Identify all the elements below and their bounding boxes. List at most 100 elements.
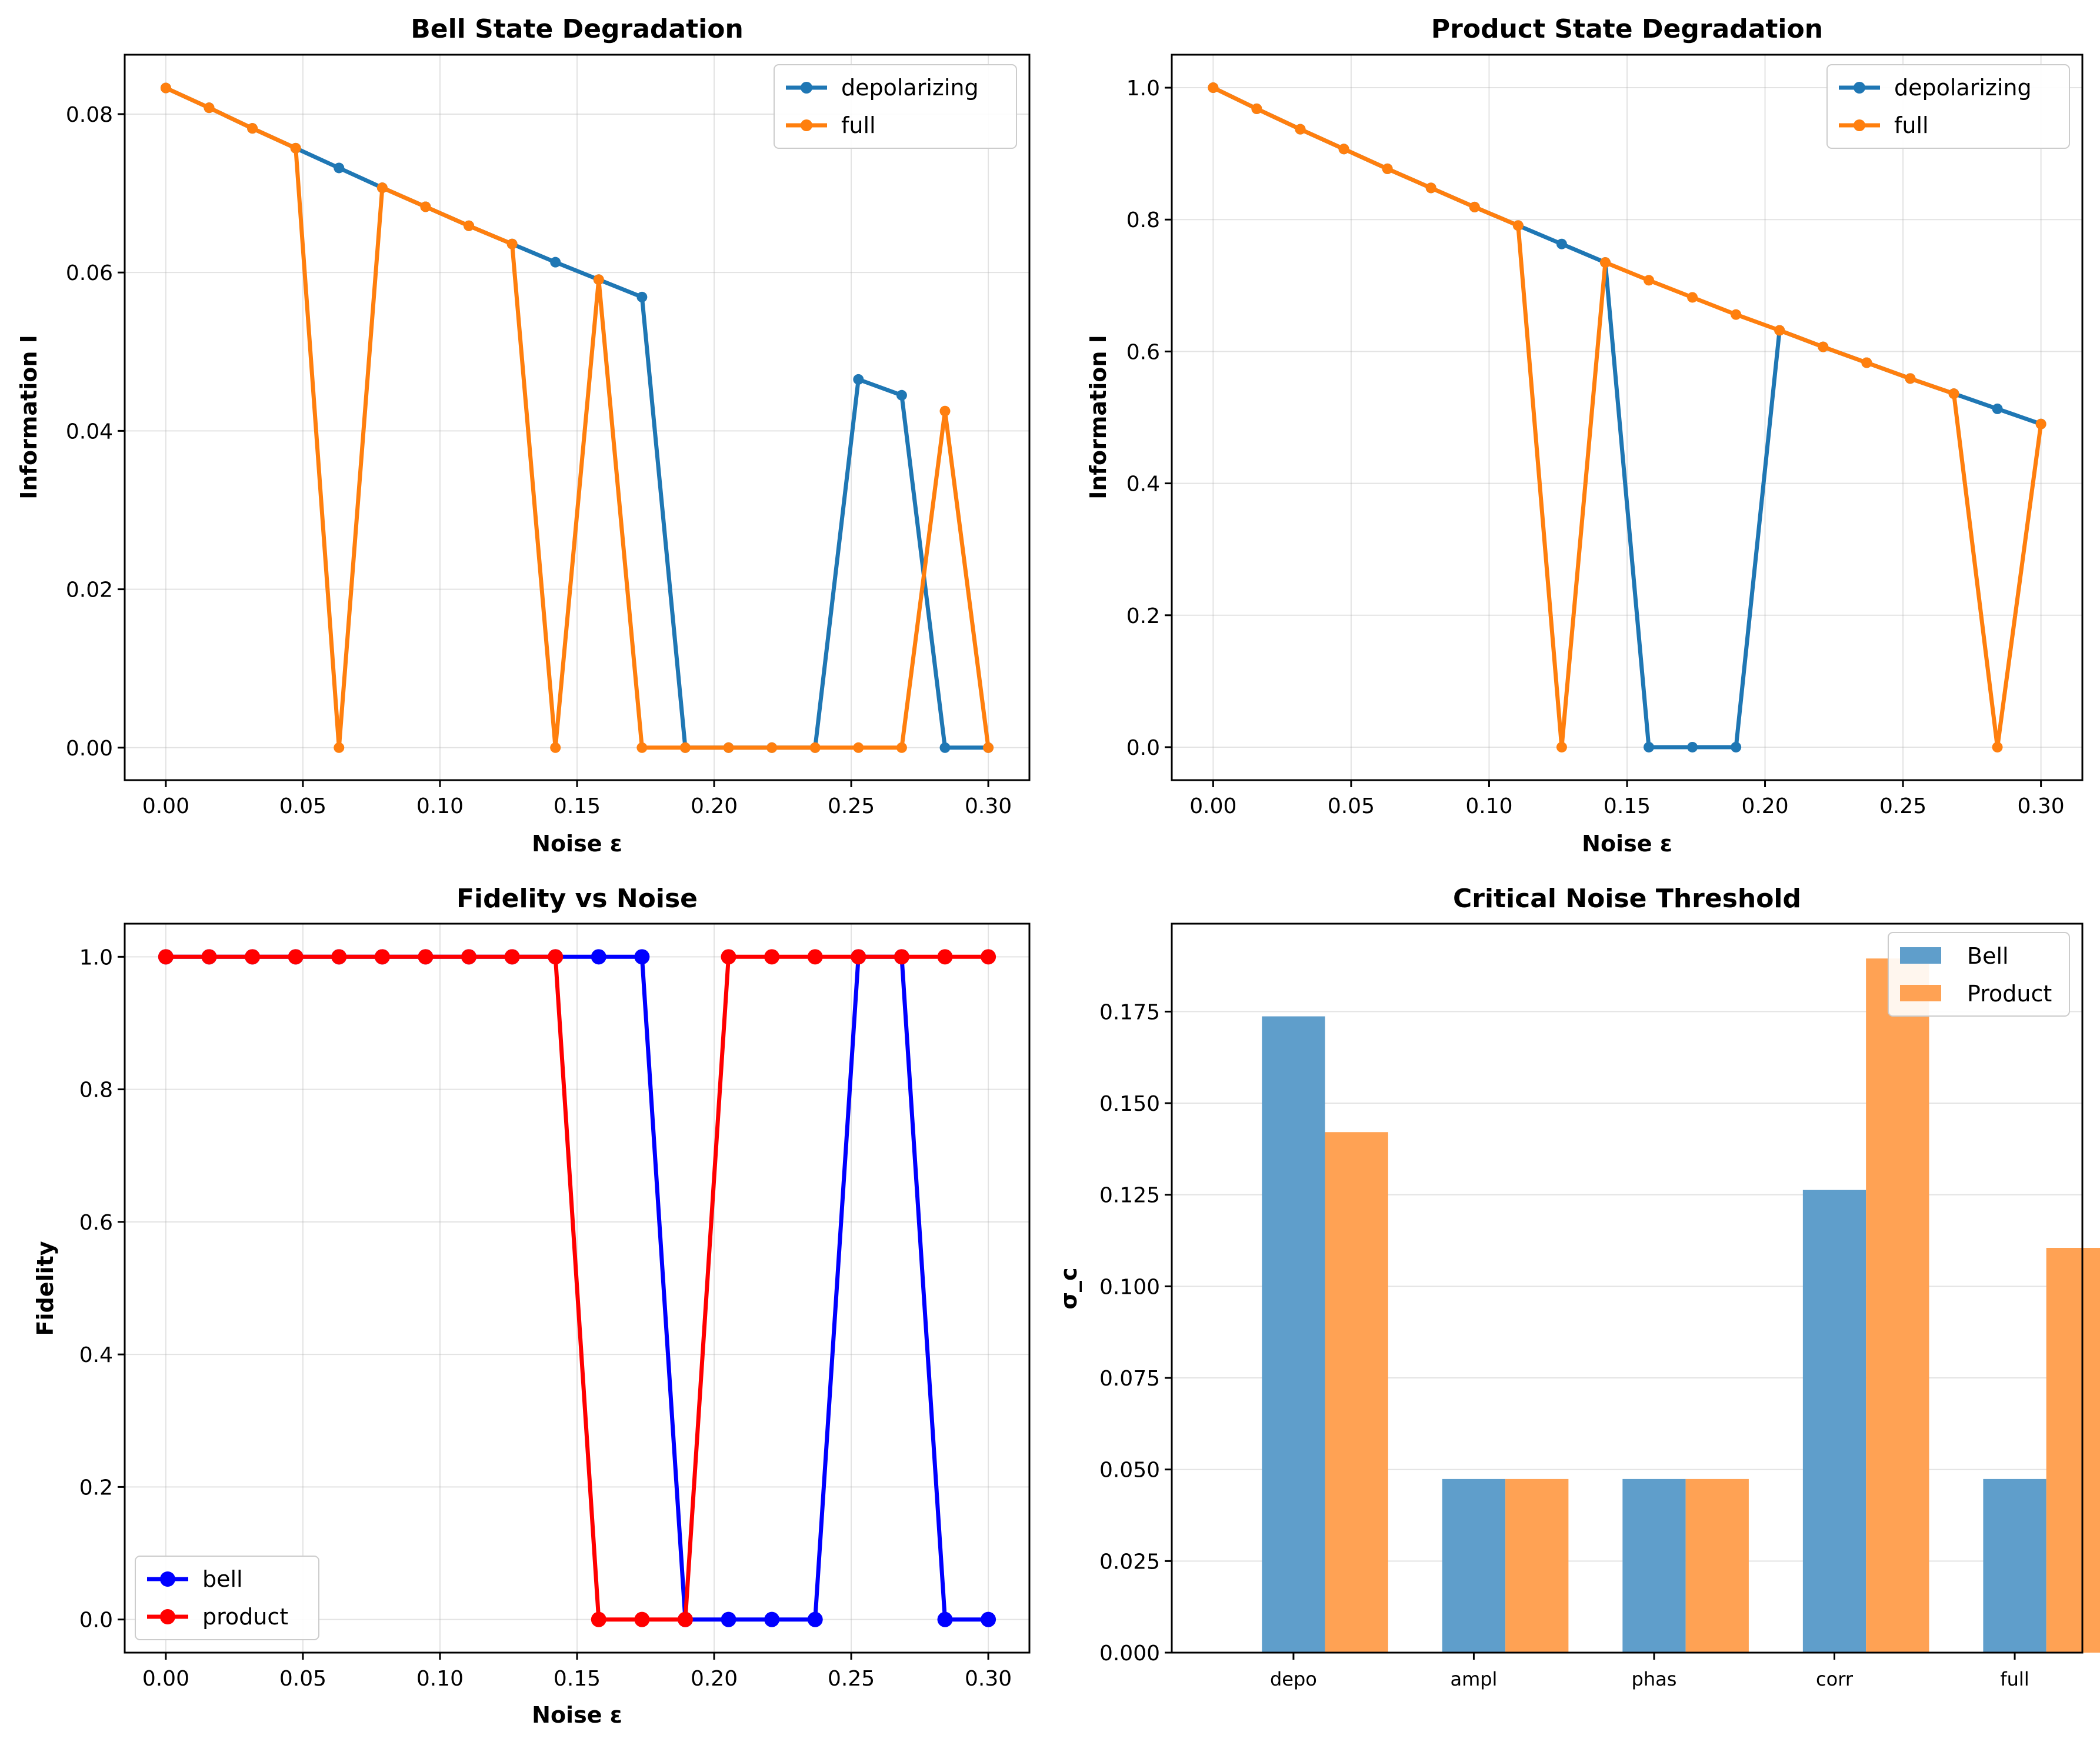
x-tick-label: 0.05 bbox=[1328, 794, 1375, 818]
data-point-bell bbox=[634, 949, 650, 965]
data-point-full bbox=[1992, 741, 2003, 752]
y-tick-label: 0.075 bbox=[1099, 1367, 1160, 1391]
data-point-full bbox=[1208, 82, 1219, 94]
data-point-full bbox=[2035, 418, 2046, 429]
data-point-depolarizing bbox=[334, 162, 345, 174]
data-point-depolarizing bbox=[636, 291, 648, 302]
x-tick-label: 0.00 bbox=[1189, 794, 1236, 818]
series-line-depolarizing bbox=[165, 86, 989, 750]
data-point-product bbox=[937, 949, 953, 965]
data-point-full bbox=[1512, 220, 1524, 231]
data-point-depolarizing bbox=[1556, 238, 1567, 249]
y-tick-label: 0.4 bbox=[79, 1343, 113, 1367]
x-tick-label: ampl bbox=[1450, 1668, 1497, 1690]
data-point-full bbox=[290, 142, 301, 154]
y-tick-label: 0.025 bbox=[1099, 1550, 1160, 1574]
data-point-full bbox=[766, 742, 778, 753]
x-tick-label: phas bbox=[1632, 1668, 1677, 1690]
bar-bell bbox=[1802, 1190, 1866, 1653]
legend-marker-bell bbox=[160, 1571, 175, 1587]
y-tick-label: 0.6 bbox=[79, 1211, 113, 1235]
data-point-full bbox=[679, 742, 691, 753]
x-axis-label: Noise ε bbox=[1582, 831, 1672, 857]
y-axis-label: σ_c bbox=[1056, 1267, 1082, 1309]
y-tick-label: 0.2 bbox=[79, 1476, 113, 1500]
data-point-depolarizing bbox=[550, 257, 561, 268]
data-point-full bbox=[636, 742, 648, 753]
data-point-depolarizing bbox=[853, 374, 864, 385]
data-point-product bbox=[374, 949, 390, 965]
data-point-full bbox=[1338, 144, 1349, 155]
legend: depolarizing full bbox=[1826, 64, 2070, 149]
y-tick-label: 0.04 bbox=[66, 419, 113, 444]
data-point-full bbox=[723, 742, 734, 753]
x-tick-label: 0.25 bbox=[1879, 794, 1926, 818]
data-point-full bbox=[809, 742, 821, 753]
legend-label-bell: bell bbox=[202, 1566, 243, 1592]
data-point-product bbox=[764, 949, 780, 965]
legend-marker-product bbox=[160, 1609, 175, 1624]
x-tick-label: 0.20 bbox=[1741, 794, 1788, 818]
legend-label-full: full bbox=[841, 112, 876, 138]
panel-bell-state-degradation: 0.00 0.02 0.04 0.06 0.08 0.00 0.05 0.10 0.15 0.20… bbox=[16, 14, 1031, 857]
data-point-product bbox=[981, 949, 996, 965]
x-tick-label: corr bbox=[1816, 1668, 1854, 1690]
data-point-full bbox=[1295, 124, 1306, 135]
data-point-product bbox=[548, 949, 564, 965]
legend-label-depolarizing: depolarizing bbox=[1894, 75, 2032, 101]
data-point-product bbox=[158, 949, 174, 965]
y-tick-label: 0.06 bbox=[66, 261, 113, 285]
legend-marker-full bbox=[801, 119, 812, 131]
y-axis-label: Information I bbox=[16, 335, 42, 499]
legend-marker-depolarizing bbox=[801, 82, 812, 94]
x-tick-label: 0.15 bbox=[554, 794, 601, 818]
data-point-full bbox=[464, 220, 475, 231]
y-tick-label: 0.175 bbox=[1099, 1000, 1160, 1024]
data-point-product bbox=[677, 1611, 693, 1627]
data-point-product bbox=[894, 949, 909, 965]
y-axis-label: Fidelity bbox=[32, 1241, 58, 1336]
bar-product bbox=[1866, 958, 1929, 1653]
data-point-full bbox=[896, 742, 907, 753]
y-tick-label: 0.100 bbox=[1099, 1275, 1160, 1299]
data-point-full bbox=[1818, 341, 1829, 352]
x-tick-label: 0.10 bbox=[416, 794, 464, 818]
data-point-product bbox=[461, 949, 477, 965]
data-point-product bbox=[288, 949, 304, 965]
data-point-depolarizing bbox=[1731, 741, 1742, 752]
data-point-full bbox=[1905, 373, 1916, 384]
data-point-full bbox=[420, 201, 431, 212]
x-tick-label: 0.20 bbox=[691, 1667, 738, 1691]
data-point-full bbox=[1948, 388, 1959, 399]
panel-fidelity-vs-noise: 0.0 0.2 0.4 0.6 0.8 1.0 0.00 0.05 0.10 0.15 0.20 0.… bbox=[32, 884, 1031, 1728]
bar-bell bbox=[1622, 1478, 1686, 1653]
x-tick-label: depo bbox=[1270, 1668, 1317, 1690]
x-tick-label: 0.05 bbox=[279, 1667, 326, 1691]
chart-title: Product State Degradation bbox=[1431, 14, 1823, 44]
x-tick-label: 0.30 bbox=[965, 1667, 1012, 1691]
data-point-bell bbox=[981, 1611, 996, 1627]
y-tick-label: 0.050 bbox=[1099, 1458, 1160, 1483]
data-point-bell bbox=[937, 1611, 953, 1627]
data-point-depolarizing bbox=[1644, 741, 1655, 752]
x-tick-label: 0.10 bbox=[416, 1667, 464, 1691]
x-tick-label: 0.30 bbox=[2018, 794, 2065, 818]
y-tick-label: 0.150 bbox=[1099, 1092, 1160, 1116]
data-point-product bbox=[418, 949, 434, 965]
legend-swatch-product bbox=[1900, 985, 1941, 1001]
data-point-product bbox=[201, 949, 217, 965]
bar-product bbox=[1685, 1478, 1749, 1653]
x-axis-label: Noise ε bbox=[532, 1702, 622, 1728]
x-tick-label: 0.00 bbox=[142, 1667, 189, 1691]
legend: depolarizing full bbox=[774, 64, 1017, 149]
data-point-full bbox=[1425, 182, 1436, 194]
y-tick-label: 0.000 bbox=[1099, 1641, 1160, 1666]
bar-product bbox=[2046, 1248, 2100, 1653]
data-point-full bbox=[1251, 103, 1262, 114]
bar-bell bbox=[1442, 1478, 1506, 1653]
data-point-product bbox=[245, 949, 261, 965]
panel-product-state-degradation: 0.0 0.2 0.4 0.6 0.8 1.0 0.00 0.05 0.10 0.15 0.20 0.… bbox=[1085, 14, 2084, 857]
data-point-product bbox=[807, 949, 823, 965]
